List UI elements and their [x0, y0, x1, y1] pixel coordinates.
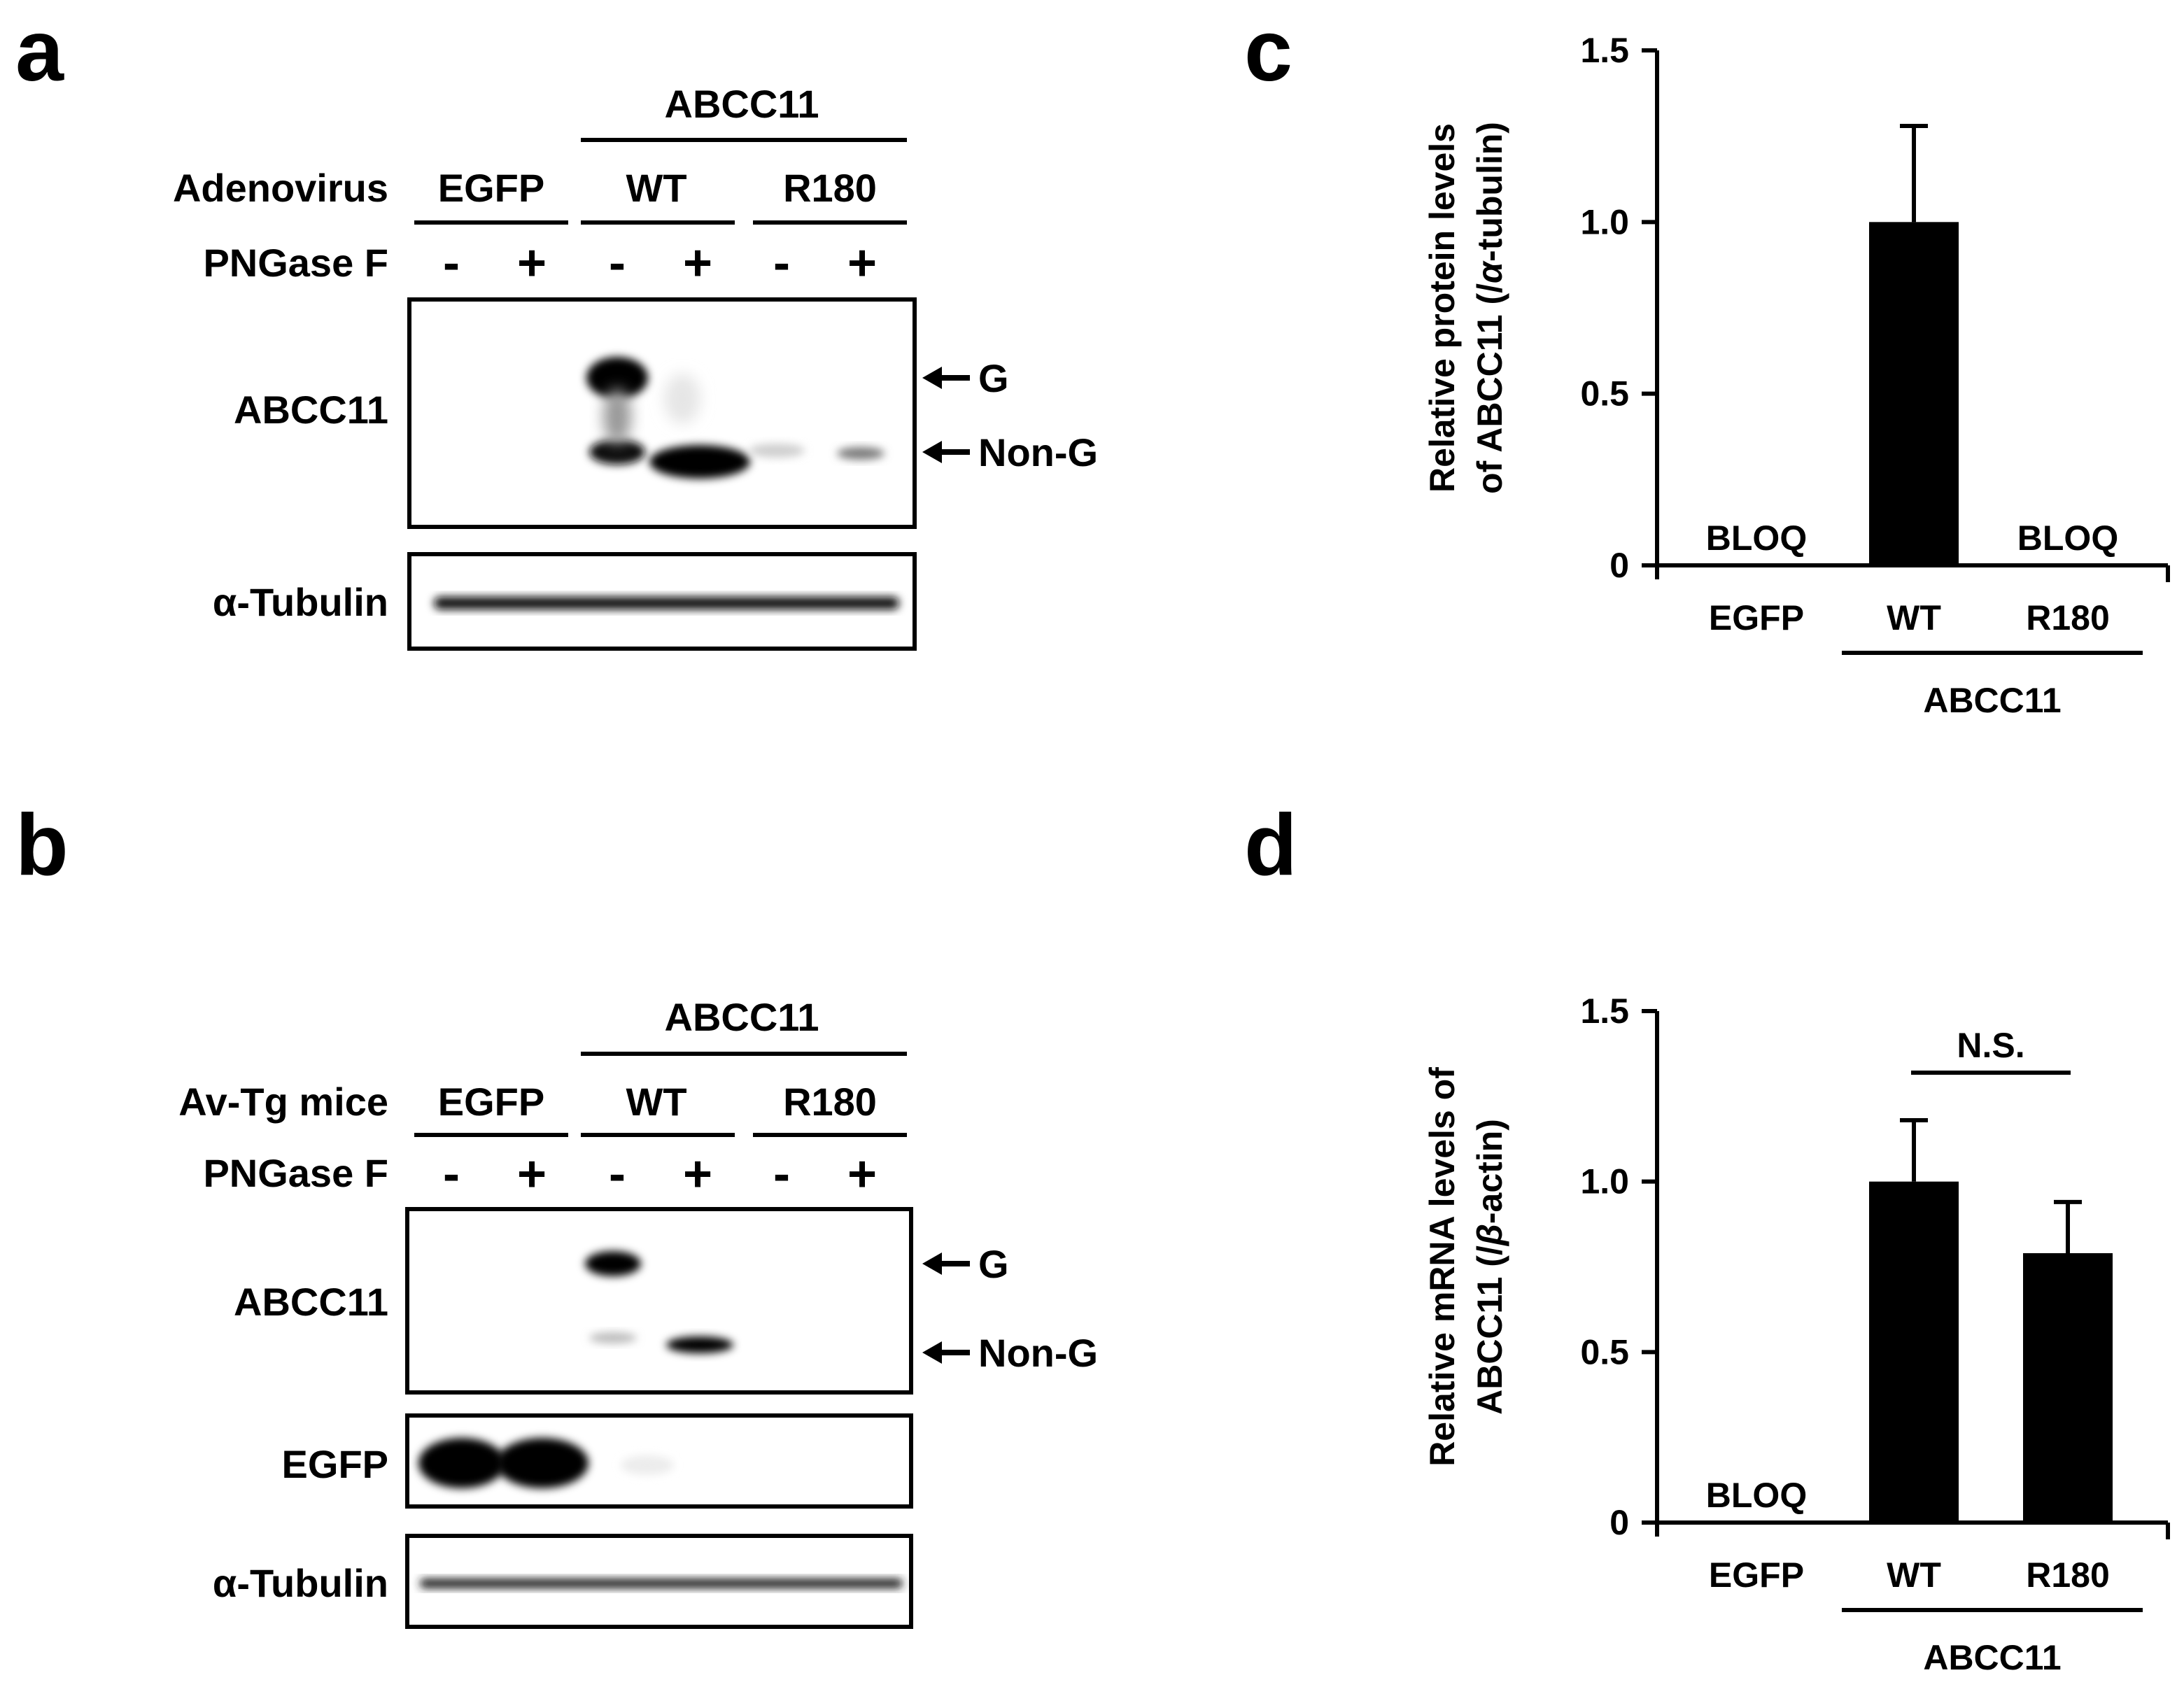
- y-axis-label: Relative protein levels: [1423, 123, 1462, 493]
- y-tick-label: 0: [1609, 1503, 1629, 1542]
- x-tick-label: WT: [1887, 1555, 1941, 1595]
- y-tick-label: 1.5: [1580, 991, 1629, 1031]
- y-axis-label: ABCC11 (/β-actin): [1470, 1119, 1509, 1415]
- group-label-abcc11: ABCC11: [665, 82, 819, 126]
- band: [837, 447, 885, 460]
- treatment-sign: +: [517, 1146, 547, 1202]
- panel-label-a: a: [15, 3, 64, 99]
- band: [589, 439, 645, 465]
- blot-frame-abcc11: [405, 1207, 913, 1395]
- band: [418, 1438, 505, 1488]
- band-smear: [603, 388, 631, 444]
- panel-b: b ABCC11 Av-Tg mice EGFP WT R180 PNGase …: [15, 797, 1098, 1629]
- group-label: ABCC11: [1923, 1638, 2061, 1677]
- band: [589, 1332, 637, 1343]
- blot-row-label-egfp: EGFP: [282, 1442, 388, 1486]
- band: [749, 444, 805, 458]
- arrow-icon: [922, 367, 970, 389]
- panel-label-c: c: [1244, 3, 1292, 99]
- arrow-icon: [922, 441, 970, 463]
- lane-label-egfp: EGFP: [438, 1080, 544, 1124]
- treatment-sign: +: [683, 235, 712, 291]
- bar-chart-mrna: 0 0.5 1.0 1.5 Relative mRNA levels of ABCC11 …: [1423, 991, 2170, 1677]
- y-tick-label: 0: [1609, 546, 1629, 585]
- y-axis-label: Relative mRNA levels of: [1423, 1067, 1462, 1467]
- bar: [1869, 222, 1959, 565]
- marker-g: G: [978, 1242, 1009, 1286]
- band: [420, 1579, 903, 1588]
- row-label-adenovirus: Adenovirus: [173, 166, 388, 210]
- band-smear: [664, 374, 700, 424]
- band: [649, 445, 750, 479]
- marker-non-g: Non-G: [978, 1331, 1098, 1375]
- y-axis-label: of ABCC11 (/α-tubulin): [1470, 122, 1509, 494]
- y-tick-label: 0.5: [1580, 374, 1629, 414]
- x-tick-label: WT: [1887, 598, 1941, 637]
- bar-chart-protein: 0 0.5 1.0 1.5 Relative protein levels of ABCC…: [1423, 31, 2170, 720]
- lane-label-wt: WT: [626, 166, 686, 210]
- lane-label-wt: WT: [626, 1080, 686, 1124]
- panel-a: a ABCC11 Adenovirus EGFP WT R180 PNGase …: [15, 3, 1098, 651]
- y-tick-label: 1.5: [1580, 31, 1629, 70]
- blot-row-label-tubulin: α-Tubulin: [213, 580, 388, 624]
- band: [586, 357, 648, 399]
- x-tick-label: EGFP: [1709, 598, 1804, 637]
- treatment-sign: -: [443, 235, 460, 291]
- treatment-sign: +: [847, 1146, 877, 1202]
- row-label-av-tg-mice: Av-Tg mice: [178, 1080, 388, 1124]
- arrow-icon: [922, 1252, 970, 1275]
- bar: [2023, 1253, 2113, 1523]
- x-tick-label: EGFP: [1709, 1555, 1804, 1595]
- treatment-sign: -: [773, 1146, 790, 1202]
- significance-label: N.S.: [1957, 1026, 2024, 1065]
- blot-row-label-abcc11: ABCC11: [234, 388, 388, 432]
- blot-frame-abcc11: [407, 297, 917, 529]
- band: [434, 597, 899, 609]
- bar-label-bloq: BLOQ: [1706, 518, 1807, 558]
- panel-label-b: b: [15, 797, 69, 894]
- x-tick-label: R180: [2026, 1555, 2110, 1595]
- band: [496, 1438, 589, 1488]
- bar-label-bloq: BLOQ: [2017, 518, 2118, 558]
- bar: [1869, 1181, 1959, 1523]
- marker-g: G: [978, 356, 1009, 400]
- band: [585, 1251, 641, 1276]
- y-tick-label: 0.5: [1580, 1332, 1629, 1371]
- treatment-sign: -: [609, 235, 626, 291]
- treatment-label: PNGase F: [203, 241, 388, 285]
- lane-label-egfp: EGFP: [438, 166, 544, 210]
- bar-label-bloq: BLOQ: [1706, 1476, 1807, 1515]
- y-tick-label: 1.0: [1580, 1162, 1629, 1201]
- marker-non-g: Non-G: [978, 430, 1098, 474]
- panel-label-d: d: [1244, 797, 1297, 894]
- lane-label-r180: R180: [783, 166, 877, 210]
- y-tick-label: 1.0: [1580, 202, 1629, 241]
- band: [666, 1336, 733, 1353]
- group-label: ABCC11: [1923, 681, 2061, 720]
- treatment-sign: +: [517, 235, 547, 291]
- treatment-sign: -: [609, 1146, 626, 1202]
- lane-label-r180: R180: [783, 1080, 877, 1124]
- group-label-abcc11: ABCC11: [665, 995, 819, 1039]
- band: [621, 1455, 674, 1475]
- blot-row-label-tubulin: α-Tubulin: [213, 1561, 388, 1605]
- treatment-sign: +: [847, 235, 877, 291]
- treatment-sign: -: [443, 1146, 460, 1202]
- arrow-icon: [922, 1341, 970, 1364]
- treatment-sign: +: [683, 1146, 712, 1202]
- treatment-label: PNGase F: [203, 1151, 388, 1195]
- x-tick-label: R180: [2026, 598, 2110, 637]
- treatment-sign: -: [773, 235, 790, 291]
- blot-bands: [586, 357, 885, 479]
- blot-row-label-abcc11: ABCC11: [234, 1280, 388, 1324]
